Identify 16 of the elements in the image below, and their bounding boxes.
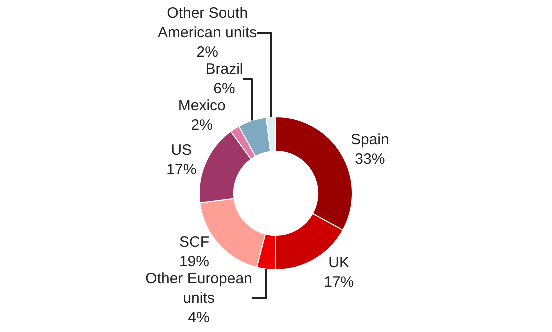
data-label: 19%	[179, 253, 210, 270]
slice-label: Other South American units	[158, 5, 258, 42]
data-label: 2%	[196, 44, 218, 62]
data-label: 33%	[355, 151, 386, 168]
slice-label: Brazil	[206, 61, 244, 78]
data-label: 6%	[214, 80, 236, 98]
data-label: 17%	[324, 274, 354, 292]
data-label: 4%	[188, 309, 210, 326]
slice-label: SCF	[179, 234, 210, 251]
slice-label: Other European units	[146, 270, 252, 307]
slice-label: Mexico	[178, 98, 226, 115]
data-label: 2%	[191, 117, 213, 134]
slice-label: US	[171, 142, 192, 159]
slice-label: UK	[328, 254, 350, 272]
data-label: 17%	[166, 161, 197, 178]
slice-label: Spain	[350, 132, 390, 149]
